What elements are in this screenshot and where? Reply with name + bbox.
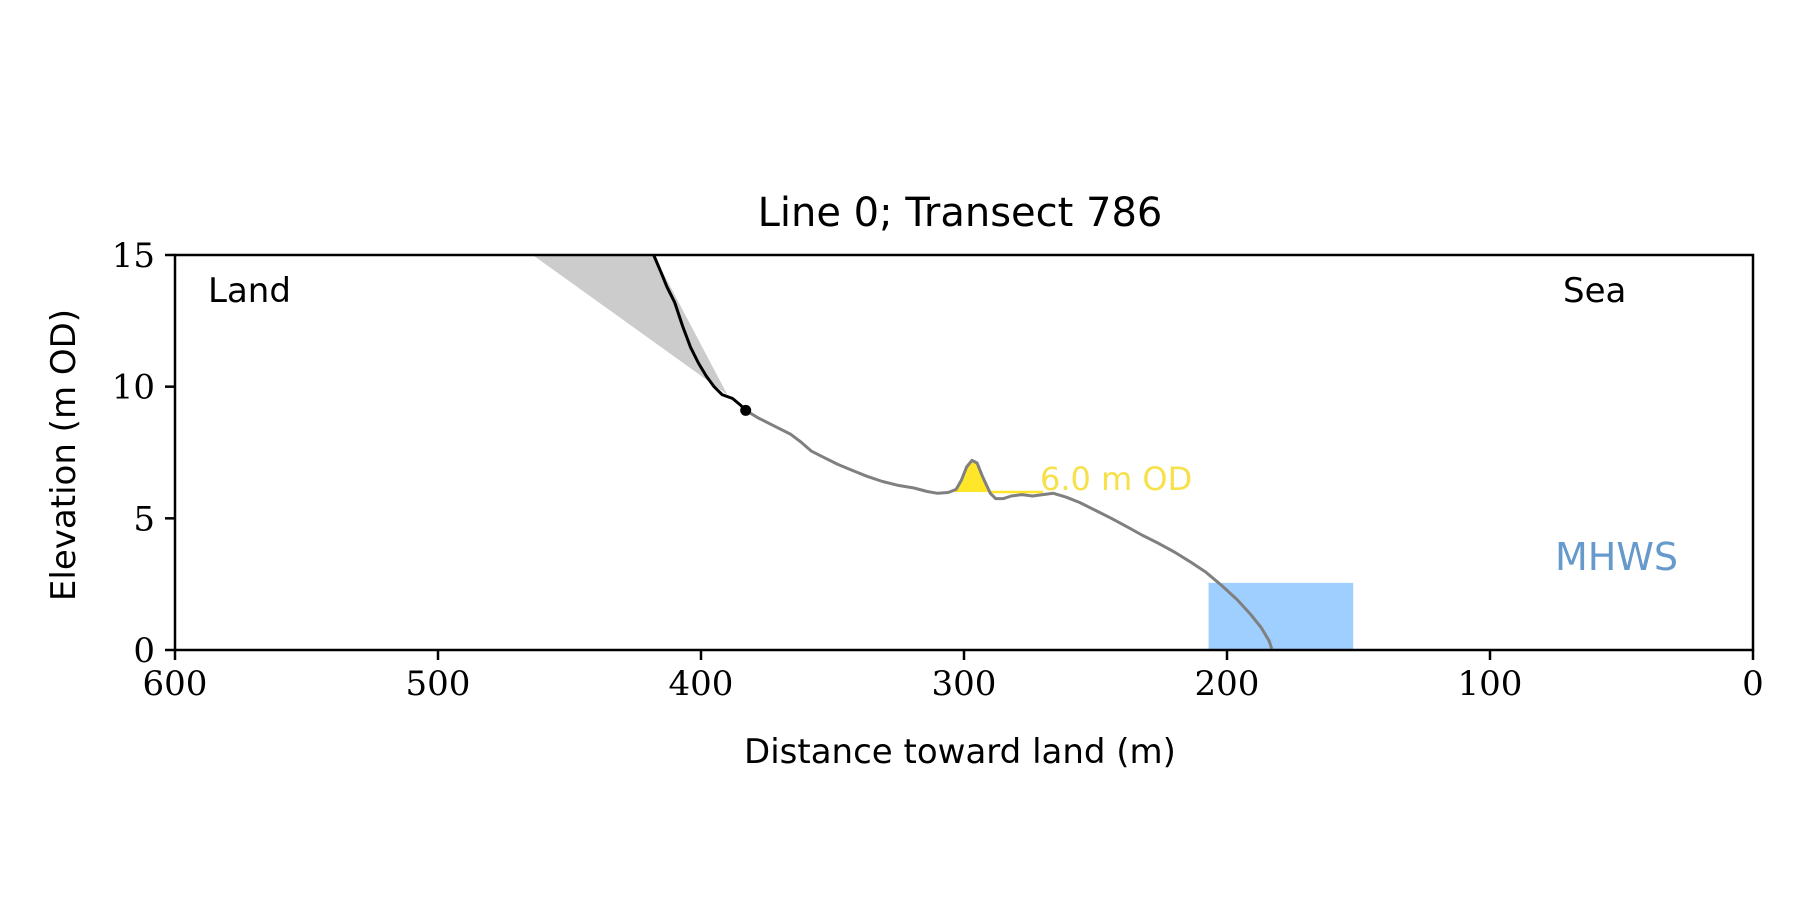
y-tick-label-5: 5 (133, 499, 155, 539)
talus-wedge (532, 255, 728, 395)
x-tick-label-300: 300 (932, 664, 997, 704)
x-tick-label-600: 600 (143, 664, 208, 704)
cliff-profile-line (652, 254, 747, 412)
chart-title: Line 0; Transect 786 (758, 190, 1163, 236)
plot-frame (173, 253, 1755, 652)
x-tick-label-400: 400 (669, 664, 734, 704)
y-tick-label-10: 10 (112, 368, 155, 408)
sea-annotation: Sea (1563, 271, 1626, 311)
x-axis-label: Distance toward land (m) (744, 732, 1176, 772)
y-axis-label: Elevation (m OD) (44, 309, 84, 601)
plot-layer (532, 254, 1354, 650)
x-tick-label-500: 500 (406, 664, 471, 704)
x-tick-label-100: 100 (1458, 664, 1523, 704)
y-tick-label-15: 15 (112, 236, 155, 276)
land-annotation: Land (208, 271, 291, 311)
cliff-top-marker (740, 404, 752, 416)
threshold-label: 6.0 m OD (1040, 460, 1192, 498)
ground-profile-line (744, 409, 1274, 650)
x-tick-label-200: 200 (1195, 664, 1260, 704)
y-tick-label-0: 0 (133, 631, 155, 671)
mhws-label: MHWS (1555, 535, 1678, 579)
x-tick-label-0: 0 (1742, 664, 1764, 704)
axes-layer: 600 500 400 300 200 100 0 0 5 10 15 (112, 236, 1764, 704)
